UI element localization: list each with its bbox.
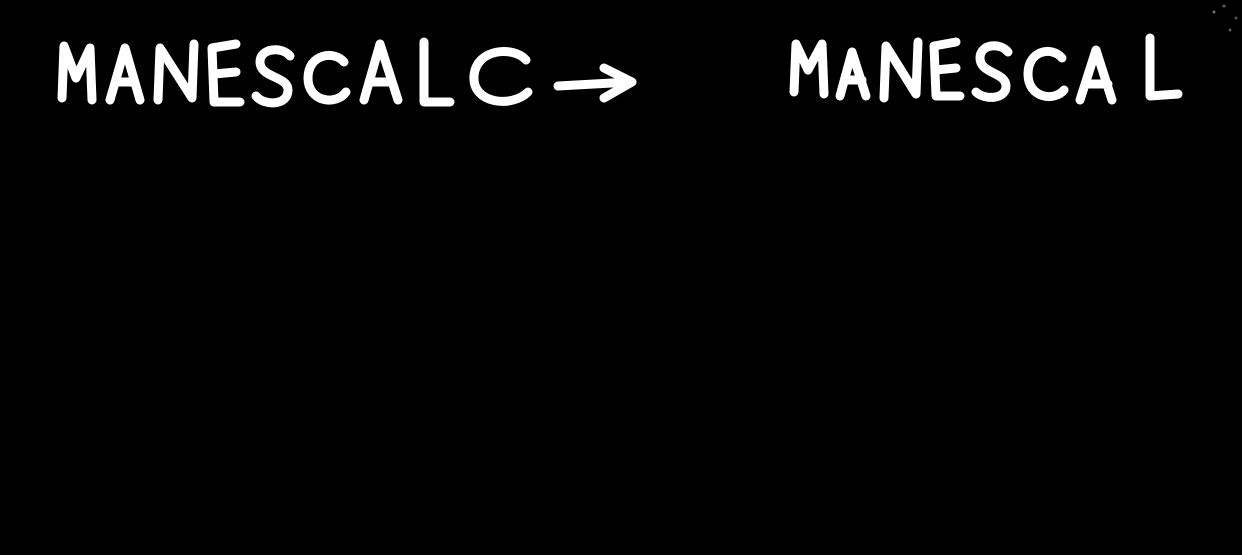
paper-grain-texture [1202,0,1242,120]
left-word-drawing [57,37,533,108]
handwritten-transformation [57,33,1183,108]
arrow-drawing [553,63,637,103]
right-word-drawing [789,33,1183,105]
